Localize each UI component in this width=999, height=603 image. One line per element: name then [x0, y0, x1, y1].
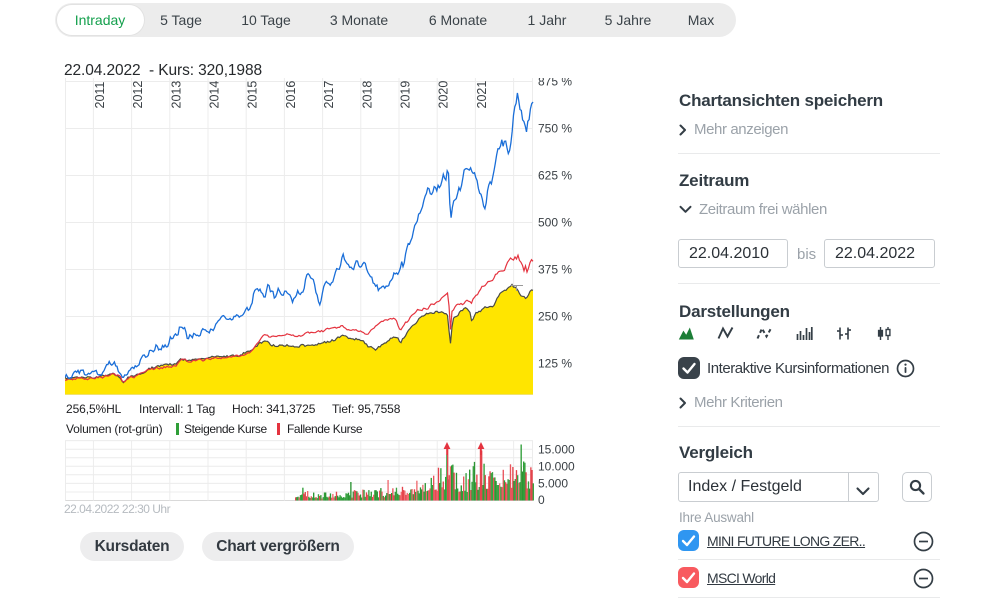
- svg-text:125 %: 125 %: [538, 357, 572, 371]
- svg-text:2021: 2021: [475, 81, 489, 109]
- svg-text:250 %: 250 %: [538, 310, 572, 324]
- svg-text:2012: 2012: [131, 81, 145, 109]
- svg-text:625 %: 625 %: [538, 169, 572, 183]
- svg-text:0: 0: [538, 493, 545, 504]
- svg-text:875 %: 875 %: [538, 78, 572, 89]
- svg-text:2019: 2019: [399, 81, 413, 109]
- svg-text:2015: 2015: [246, 81, 260, 109]
- svg-text:2016: 2016: [284, 81, 298, 109]
- svg-text:2018: 2018: [360, 81, 374, 109]
- svg-text:2011: 2011: [93, 82, 107, 109]
- svg-text:15.000: 15.000: [538, 443, 575, 457]
- svg-text:2014: 2014: [208, 81, 222, 109]
- svg-text:10.000: 10.000: [538, 460, 575, 474]
- svg-text:2013: 2013: [169, 81, 183, 109]
- svg-text:750 %: 750 %: [538, 122, 572, 136]
- svg-text:2017: 2017: [322, 81, 336, 109]
- svg-text:2020: 2020: [437, 81, 451, 109]
- svg-text:500 %: 500 %: [538, 216, 572, 230]
- svg-text:375 %: 375 %: [538, 263, 572, 277]
- svg-text:5.000: 5.000: [538, 477, 568, 491]
